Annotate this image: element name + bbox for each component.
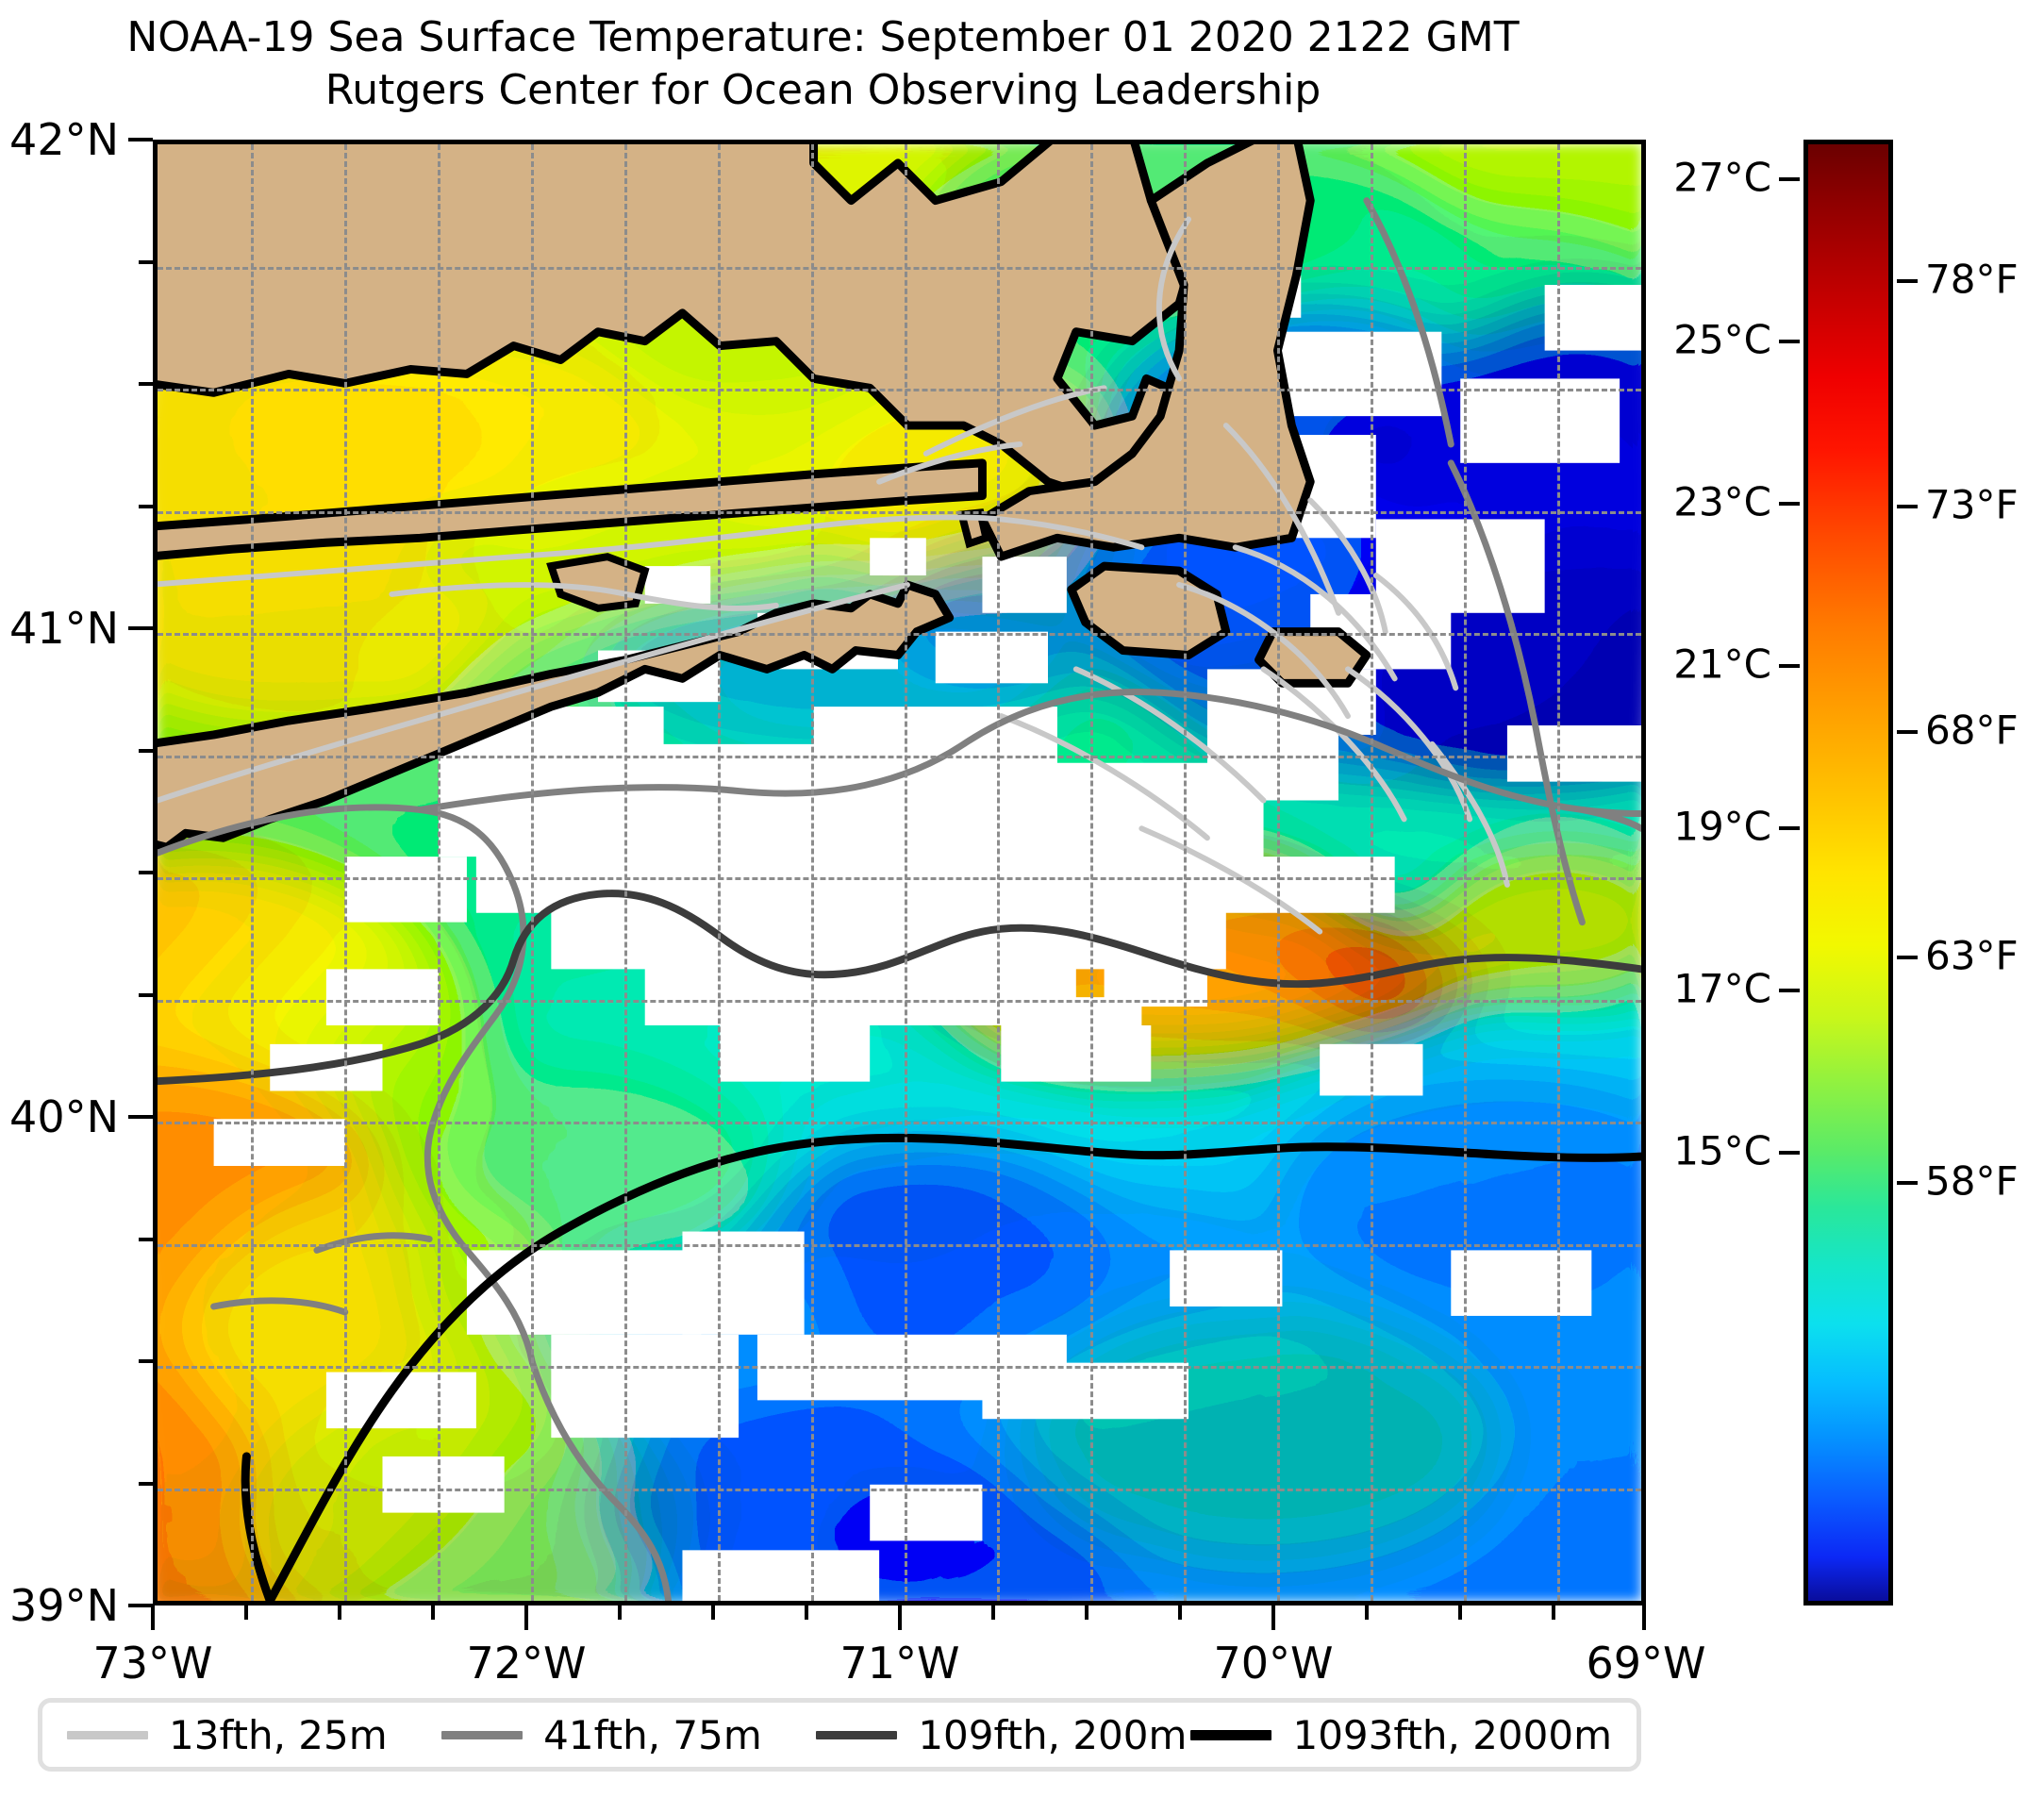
y-tick-minor [139, 260, 153, 264]
legend-item-200m[interactable]: 109fth, 200m [816, 1712, 1190, 1758]
colorbar-gradient [1803, 140, 1893, 1606]
colorbar-label-25c: 25°C [1673, 316, 1771, 363]
temperature-colorbar[interactable]: 27°C 25°C 23°C 21°C 19°C 17°C 15°C 78°F … [1673, 140, 2019, 1606]
legend-line-swatch-75m [441, 1730, 523, 1739]
colorbar-label-63f: 63°F [1925, 932, 2019, 979]
colorbar-label-27c: 27°C [1673, 154, 1771, 201]
x-tick-minor [991, 1606, 995, 1620]
x-axis-label-71w: 71°W [839, 1638, 960, 1689]
sst-map-plot[interactable] [153, 140, 1646, 1606]
legend-label-75m: 41fth, 75m [543, 1711, 762, 1758]
colorbar-tick-fahrenheit [1897, 279, 1918, 283]
bathymetry-layer [158, 197, 1641, 1601]
colorbar-label-73f: 73°F [1925, 481, 2019, 528]
colorbar-tick-celsius [1779, 502, 1800, 506]
y-axis-label-39n: 39°N [9, 1580, 119, 1631]
legend-item-75m[interactable]: 41fth, 75m [441, 1712, 816, 1758]
colorbar-label-23c: 23°C [1673, 478, 1771, 525]
legend-line-swatch-25m [67, 1730, 148, 1739]
y-tick-minor [139, 505, 153, 508]
x-tick-minor [1552, 1606, 1555, 1620]
x-tick-minor [1458, 1606, 1462, 1620]
x-tick-major [524, 1606, 528, 1630]
x-axis-label-73w: 73°W [92, 1638, 213, 1689]
x-tick-minor [618, 1606, 622, 1620]
x-tick-minor [1178, 1606, 1182, 1620]
colorbar-label-15c: 15°C [1673, 1127, 1771, 1174]
x-axis-label-69w: 69°W [1586, 1638, 1706, 1689]
y-tick-major [128, 1115, 153, 1119]
x-tick-major [1271, 1606, 1275, 1630]
chart-title: NOAA-19 Sea Surface Temperature: Septemb… [0, 11, 1646, 118]
legend-label-25m: 13fth, 25m [169, 1711, 388, 1758]
colorbar-label-21c: 21°C [1673, 641, 1771, 688]
x-tick-major [898, 1606, 902, 1630]
colorbar-tick-fahrenheit [1897, 956, 1918, 959]
sst-raster-canvas [158, 144, 1641, 1601]
x-axis-label-72w: 72°W [466, 1638, 587, 1689]
title-line-1: NOAA-19 Sea Surface Temperature: Septemb… [126, 13, 1520, 61]
x-tick-minor [711, 1606, 715, 1620]
colorbar-label-68f: 68°F [1925, 707, 2019, 754]
legend-item-2000m[interactable]: 1093fth, 2000m [1190, 1712, 1612, 1758]
colorbar-label-17c: 17°C [1673, 965, 1771, 1012]
y-tick-minor [139, 1238, 153, 1241]
y-tick-major [128, 1604, 153, 1607]
y-axis-label-42n: 42°N [9, 114, 119, 165]
y-axis-label-41n: 41°N [9, 603, 119, 654]
colorbar-tick-fahrenheit [1897, 505, 1918, 508]
y-tick-minor [139, 749, 153, 753]
legend-label-2000m: 1093fth, 2000m [1292, 1711, 1612, 1758]
y-tick-minor [139, 871, 153, 874]
x-axis-label-70w: 70°W [1213, 1638, 1334, 1689]
x-tick-minor [1365, 1606, 1369, 1620]
colorbar-label-19c: 19°C [1673, 803, 1771, 850]
x-tick-minor [338, 1606, 341, 1620]
x-tick-minor [805, 1606, 808, 1620]
title-line-2: Rutgers Center for Ocean Observing Leade… [324, 66, 1321, 115]
legend-line-swatch-2000m [1190, 1729, 1272, 1740]
bathymetry-legend: 13fth, 25m 41fth, 75m 109fth, 200m 1093f… [38, 1698, 1641, 1772]
colorbar-tick-celsius [1779, 340, 1800, 343]
y-tick-minor [139, 382, 153, 386]
colorbar-tick-fahrenheit [1897, 730, 1918, 734]
colorbar-label-58f: 58°F [1925, 1157, 2019, 1205]
colorbar-tick-celsius [1779, 1151, 1800, 1155]
x-tick-minor [244, 1606, 248, 1620]
colorbar-label-78f: 78°F [1925, 256, 2019, 303]
y-tick-major [128, 626, 153, 630]
x-tick-minor [1085, 1606, 1088, 1620]
x-tick-major [1642, 1606, 1646, 1630]
y-tick-major [128, 138, 153, 141]
y-tick-minor [139, 1482, 153, 1486]
legend-item-25m[interactable]: 13fth, 25m [67, 1712, 441, 1758]
y-tick-minor [139, 1359, 153, 1363]
x-tick-minor [431, 1606, 435, 1620]
y-tick-minor [139, 993, 153, 997]
colorbar-tick-celsius [1779, 177, 1800, 181]
x-tick-major [151, 1606, 155, 1630]
legend-label-200m: 109fth, 200m [918, 1711, 1188, 1758]
colorbar-tick-fahrenheit [1897, 1181, 1918, 1185]
y-axis-label-40n: 40°N [9, 1091, 119, 1142]
colorbar-tick-celsius [1779, 989, 1800, 992]
legend-line-swatch-200m [816, 1730, 898, 1739]
colorbar-tick-celsius [1779, 664, 1800, 668]
colorbar-tick-celsius [1779, 826, 1800, 830]
